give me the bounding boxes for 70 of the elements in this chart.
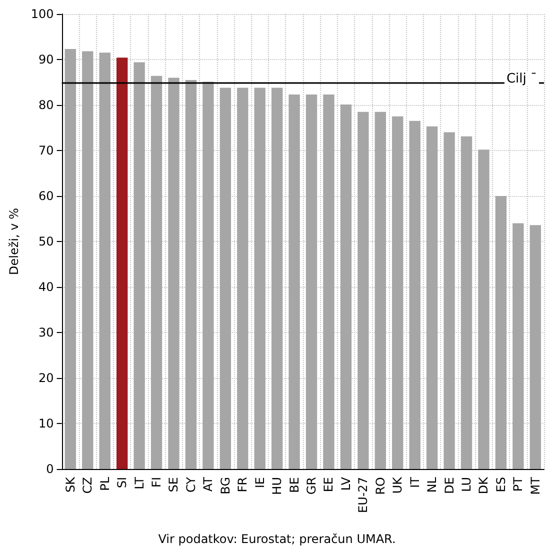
x-tick-label: GR <box>304 477 319 495</box>
x-tick-label: HU <box>270 477 284 495</box>
bar <box>237 88 248 469</box>
x-tick-label: IE <box>252 477 267 488</box>
y-tick-label: 70 <box>38 144 54 158</box>
x-tick-label: LU <box>460 477 474 492</box>
x-tick-label: PT <box>511 476 526 492</box>
y-tick-label: 80 <box>38 98 54 112</box>
x-tick-label: DK <box>476 476 491 494</box>
x-tick-label: AT <box>201 476 216 492</box>
bar <box>271 88 283 469</box>
x-tick-label: IT <box>408 476 422 488</box>
x-tick-label: PL <box>98 476 112 491</box>
x-tick-label: UK <box>390 476 405 494</box>
x-tick-label: EE <box>322 477 336 492</box>
bar <box>478 150 490 469</box>
y-tick-label: 60 <box>38 189 54 203</box>
bar <box>374 112 386 469</box>
y-tick-label: 50 <box>38 234 54 248</box>
bar <box>168 78 180 469</box>
bar <box>512 223 524 469</box>
y-tick-label: 10 <box>38 416 54 430</box>
y-tick-label: 100 <box>30 7 54 21</box>
y-tick-label: 0 <box>46 462 54 476</box>
x-tick-label: CY <box>184 476 198 492</box>
y-tick-label: 20 <box>38 371 54 385</box>
x-tick-label: NL <box>425 476 440 493</box>
x-tick-label: SE <box>166 477 181 492</box>
bar <box>495 196 507 469</box>
x-tick-label: ES <box>494 477 508 492</box>
x-tick-label: SK <box>63 476 78 492</box>
x-tick-label: LT <box>132 476 146 490</box>
bar <box>323 94 334 469</box>
x-tick-label: BE <box>287 477 302 493</box>
bar <box>392 116 404 469</box>
x-tick-label: RO <box>373 477 388 495</box>
x-tick-label: CZ <box>80 477 95 494</box>
y-axis-title: Deleži, v % <box>7 208 21 275</box>
ref-line-label: Cilj ˉ <box>506 71 537 86</box>
bar <box>99 52 110 469</box>
bar <box>306 94 318 469</box>
x-tick-label: BG <box>218 477 232 494</box>
text: Vir podatkov: Eurostat; preračun UMAR. <box>158 532 396 546</box>
bar <box>409 120 420 469</box>
bar <box>64 49 76 469</box>
x-tick-label: FR <box>236 477 250 492</box>
x-tick-label: MT <box>528 476 542 495</box>
bar <box>202 82 214 469</box>
bar <box>185 80 197 469</box>
x-tick-label: LV <box>338 476 353 491</box>
y-tick-label: 40 <box>38 280 54 294</box>
bar <box>444 132 455 469</box>
x-tick-label: SI <box>115 477 130 488</box>
bar <box>288 94 300 469</box>
x-tick-label: DE <box>442 477 456 494</box>
bar <box>82 51 94 469</box>
bar <box>460 136 472 469</box>
x-tick-label: FI <box>150 477 164 488</box>
bar <box>220 88 232 469</box>
bar <box>530 225 541 469</box>
bar <box>254 88 266 469</box>
bar <box>150 76 162 469</box>
bar <box>116 58 128 469</box>
bar <box>340 104 352 469</box>
y-tick-label: 90 <box>38 52 54 66</box>
bar <box>426 126 438 469</box>
bar <box>358 112 369 469</box>
x-tick-label: EU-27 <box>356 477 370 513</box>
y-tick-label: 30 <box>38 326 54 340</box>
bar <box>134 62 145 469</box>
